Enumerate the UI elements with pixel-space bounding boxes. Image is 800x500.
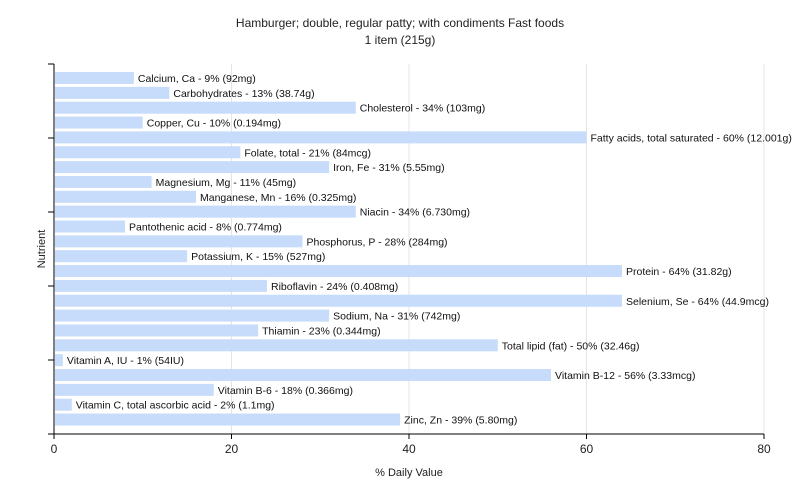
bar	[55, 383, 214, 396]
x-ticks: 0 20 40 60 80	[48, 63, 771, 456]
bar-label: Magnesium, Mg - 11% (45mg)	[156, 177, 296, 189]
y-axis-label: Nutrient	[36, 230, 48, 269]
bar	[55, 131, 587, 144]
bar-label: Vitamin A, IU - 1% (54IU)	[67, 355, 184, 367]
bar	[55, 339, 498, 352]
bar-label: Cholesterol - 34% (103mg)	[360, 103, 485, 115]
bar-label: Carbohydrates - 13% (38.74g)	[173, 88, 314, 100]
bar	[55, 205, 356, 218]
bar-label: Sodium, Na - 31% (742mg)	[333, 311, 460, 323]
bar-label: Vitamin B-6 - 18% (0.366mg)	[218, 385, 353, 397]
bar	[55, 116, 143, 129]
bar-label: Vitamin C, total ascorbic acid - 2% (1.1…	[76, 400, 275, 412]
bar-label: Iron, Fe - 31% (5.55mg)	[333, 162, 444, 174]
bar	[55, 324, 259, 337]
x-tick-label: 20	[225, 442, 239, 456]
bar-label: Folate, total - 21% (84mcg)	[244, 147, 371, 159]
bar	[55, 294, 622, 307]
chart-title: Hamburger; double, regular patty; with c…	[236, 16, 564, 30]
bar	[55, 161, 330, 174]
bar-label: Niacin - 34% (6.730mg)	[360, 207, 470, 219]
bar	[55, 101, 356, 114]
bar	[55, 309, 330, 322]
bar-label: Manganese, Mn - 16% (0.325mg)	[200, 192, 356, 204]
bar	[55, 220, 125, 233]
bar-label: Phosphorus, P - 28% (284mg)	[307, 236, 448, 248]
bar	[55, 250, 188, 263]
bar-label: Zinc, Zn - 39% (5.80mg)	[404, 415, 517, 427]
bar-label: Riboflavin - 24% (0.408mg)	[271, 281, 398, 293]
bar-label: Protein - 64% (31.82g)	[626, 266, 732, 278]
bar	[55, 190, 196, 203]
bar	[55, 175, 152, 188]
bar-label: Fatty acids, total saturated - 60% (12.0…	[591, 132, 792, 144]
bar	[55, 413, 401, 426]
bar	[55, 235, 303, 248]
bar	[55, 398, 72, 411]
bar-label: Total lipid (fat) - 50% (32.46g)	[502, 340, 640, 352]
bar	[55, 265, 622, 278]
bar-label: Thiamin - 23% (0.344mg)	[262, 325, 380, 337]
bar-label: Calcium, Ca - 9% (92mg)	[138, 73, 256, 85]
chart-subtitle: 1 item (215g)	[365, 33, 436, 47]
x-tick-label: 60	[580, 442, 594, 456]
x-tick-label: 0	[51, 442, 58, 456]
bar-label: Pantothenic acid - 8% (0.774mg)	[129, 222, 282, 234]
bar-label: Selenium, Se - 64% (44.9mcg)	[626, 296, 769, 308]
bar	[55, 146, 241, 159]
bar-label: Copper, Cu - 10% (0.194mg)	[147, 118, 281, 130]
x-tick-label: 40	[402, 442, 416, 456]
bars: Calcium, Ca - 9% (92mg) Carbohydrates - 1…	[55, 72, 792, 427]
bar-label: Vitamin B-12 - 56% (3.33mcg)	[555, 370, 695, 382]
bar	[55, 354, 63, 367]
bar	[55, 86, 170, 99]
x-tick-label: 80	[757, 442, 771, 456]
x-axis-label: % Daily Value	[375, 467, 443, 479]
bar	[55, 72, 134, 84]
bar-label: Potassium, K - 15% (527mg)	[191, 251, 325, 263]
bar	[55, 369, 551, 381]
bar	[55, 279, 267, 292]
